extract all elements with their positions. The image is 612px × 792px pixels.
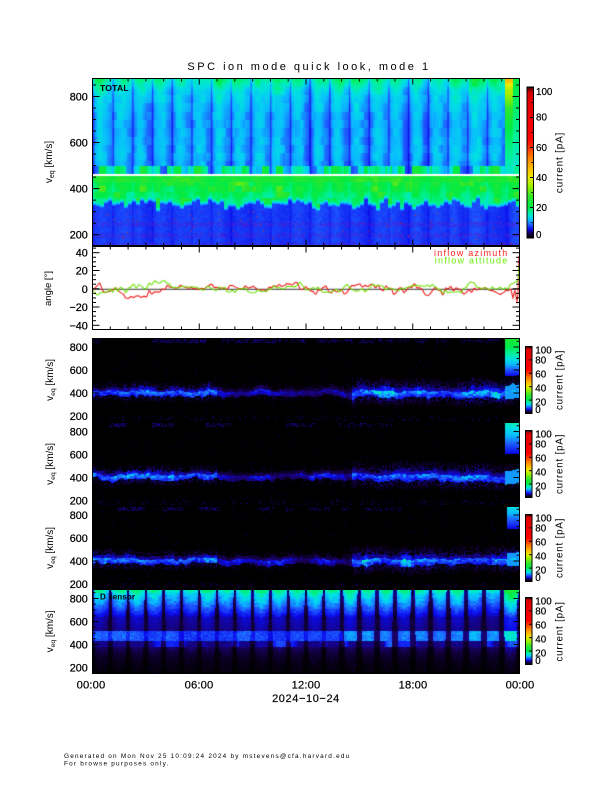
svg-text:20: 20: [76, 266, 88, 278]
svg-text:60: 60: [535, 453, 546, 464]
svg-text:SPC ion mode quick look, mode: SPC ion mode quick look, mode 1: [187, 61, 430, 73]
svg-text:400: 400: [70, 184, 88, 196]
svg-text:angle [°]: angle [°]: [43, 271, 54, 306]
svg-text:20: 20: [535, 649, 546, 660]
svg-text:00:00: 00:00: [506, 679, 535, 691]
svg-text:For browse purposes only.: For browse purposes only.: [64, 761, 170, 768]
svg-text:200: 200: [70, 411, 88, 423]
svg-text:TOTAL: TOTAL: [100, 83, 129, 93]
svg-text:current [pA]: current [pA]: [555, 601, 566, 661]
svg-text:800: 800: [70, 427, 88, 439]
svg-text:100: 100: [535, 596, 552, 607]
svg-text:800: 800: [70, 510, 88, 522]
svg-text:40: 40: [535, 634, 546, 645]
svg-text:veq [km/s]: veq [km/s]: [45, 527, 57, 569]
svg-text:600: 600: [70, 450, 88, 462]
svg-text:600: 600: [70, 138, 88, 150]
svg-text:40: 40: [76, 248, 88, 260]
svg-text:current [pA]: current [pA]: [555, 434, 566, 494]
svg-text:18:00: 18:00: [399, 679, 428, 691]
svg-text:40: 40: [535, 383, 546, 394]
svg-text:20: 20: [536, 203, 547, 214]
svg-text:20: 20: [535, 566, 546, 577]
svg-text:2024−10−24: 2024−10−24: [272, 693, 340, 705]
svg-text:400: 400: [70, 388, 88, 400]
svg-text:Generated on Mon Nov 25 10:09:: Generated on Mon Nov 25 10:09:24 2024 by…: [64, 753, 350, 760]
svg-text:D sensor: D sensor: [100, 593, 135, 602]
svg-text:40: 40: [536, 173, 547, 184]
svg-text:100: 100: [535, 513, 552, 524]
svg-text:80: 80: [535, 523, 546, 534]
svg-text:0: 0: [535, 405, 541, 416]
svg-text:current [pA]: current [pA]: [555, 350, 566, 410]
svg-text:current [pA]: current [pA]: [555, 518, 566, 578]
svg-text:−20: −20: [69, 302, 87, 314]
svg-text:800: 800: [70, 594, 88, 606]
svg-text:600: 600: [70, 533, 88, 545]
svg-text:20: 20: [535, 482, 546, 493]
svg-text:06:00: 06:00: [185, 679, 214, 691]
svg-text:100: 100: [535, 345, 552, 356]
svg-text:−40: −40: [69, 320, 87, 332]
svg-text:0: 0: [535, 489, 541, 500]
svg-text:veq [km/s]: veq [km/s]: [45, 359, 57, 401]
svg-text:100: 100: [535, 429, 552, 440]
svg-text:veq [km/s]: veq [km/s]: [45, 610, 57, 652]
svg-text:80: 80: [535, 439, 546, 450]
svg-text:current [pA]: current [pA]: [555, 132, 566, 193]
svg-text:20: 20: [535, 398, 546, 409]
svg-text:inflow attitude: inflow attitude: [435, 256, 509, 266]
svg-text:800: 800: [70, 342, 88, 354]
svg-text:00:00: 00:00: [77, 679, 106, 691]
svg-text:0: 0: [536, 230, 542, 241]
svg-text:60: 60: [535, 369, 546, 380]
svg-text:200: 200: [70, 496, 88, 508]
svg-text:80: 80: [535, 606, 546, 617]
svg-text:0: 0: [82, 284, 88, 296]
svg-text:400: 400: [70, 473, 88, 485]
svg-text:0: 0: [535, 656, 541, 667]
svg-text:400: 400: [70, 640, 88, 652]
svg-text:200: 200: [70, 230, 88, 242]
svg-text:0: 0: [535, 573, 541, 584]
svg-text:800: 800: [70, 92, 88, 104]
svg-text:40: 40: [535, 551, 546, 562]
svg-text:200: 200: [70, 663, 88, 675]
svg-text:600: 600: [70, 617, 88, 629]
svg-text:12:00: 12:00: [292, 679, 321, 691]
svg-text:80: 80: [536, 113, 547, 124]
svg-text:400: 400: [70, 556, 88, 568]
svg-text:60: 60: [535, 620, 546, 631]
svg-text:100: 100: [536, 87, 553, 98]
svg-text:60: 60: [535, 537, 546, 548]
svg-text:60: 60: [536, 143, 547, 154]
svg-text:600: 600: [70, 365, 88, 377]
svg-text:veq [km/s]: veq [km/s]: [44, 141, 56, 183]
svg-text:200: 200: [70, 579, 88, 591]
svg-text:40: 40: [535, 467, 546, 478]
svg-text:80: 80: [535, 355, 546, 366]
svg-text:veq [km/s]: veq [km/s]: [45, 443, 57, 485]
svg-text:inflow azimuth: inflow azimuth: [434, 248, 509, 258]
